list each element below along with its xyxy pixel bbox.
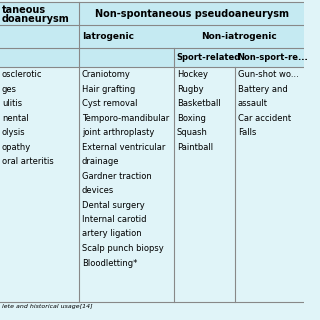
Text: osclerotic: osclerotic (2, 70, 43, 79)
Text: devices: devices (82, 186, 114, 195)
Text: Squash: Squash (177, 128, 208, 137)
Text: opathy: opathy (2, 142, 31, 151)
Text: External ventricular: External ventricular (82, 142, 165, 151)
Bar (0, 48, 304, 67)
Text: Sport-related: Sport-related (176, 53, 240, 62)
Text: Non-spontaneous pseudoaneurysm: Non-spontaneous pseudoaneurysm (95, 9, 289, 19)
Text: Scalp punch biopsy: Scalp punch biopsy (82, 244, 164, 253)
Text: Rugby: Rugby (177, 84, 204, 93)
Text: Non-sport-re...: Non-sport-re... (237, 53, 308, 62)
Text: Iatrogenic: Iatrogenic (82, 32, 134, 41)
Text: ulitis: ulitis (2, 99, 22, 108)
Text: Non-iatrogenic: Non-iatrogenic (201, 32, 277, 41)
Text: Paintball: Paintball (177, 142, 213, 151)
Text: joint arthroplasty: joint arthroplasty (82, 128, 154, 137)
Text: Dental surgery: Dental surgery (82, 201, 145, 210)
Text: assault: assault (238, 99, 268, 108)
Bar (0, 2, 304, 25)
Text: taneous: taneous (2, 4, 46, 14)
Text: Hockey: Hockey (177, 70, 208, 79)
Text: Hair grafting: Hair grafting (82, 84, 135, 93)
Text: Cyst removal: Cyst removal (82, 99, 137, 108)
Text: Internal carotid: Internal carotid (82, 215, 146, 224)
Text: artery ligation: artery ligation (82, 229, 141, 238)
Text: Car accident: Car accident (238, 114, 291, 123)
Text: Gardner traction: Gardner traction (82, 172, 152, 180)
Text: Basketball: Basketball (177, 99, 220, 108)
Text: Battery and: Battery and (238, 84, 287, 93)
Text: oral arteritis: oral arteritis (2, 157, 54, 166)
Text: lete and historical usage[14]: lete and historical usage[14] (2, 304, 92, 309)
Text: olysis: olysis (2, 128, 26, 137)
Bar (0, 25, 304, 48)
Text: Bloodletting*: Bloodletting* (82, 259, 137, 268)
Text: drainage: drainage (82, 157, 119, 166)
Text: ges: ges (2, 84, 17, 93)
Text: Craniotomy: Craniotomy (82, 70, 131, 79)
Text: nental: nental (2, 114, 29, 123)
Text: Gun-shot wo...: Gun-shot wo... (238, 70, 299, 79)
Text: Temporo-mandibular: Temporo-mandibular (82, 114, 169, 123)
Text: doaneurysm: doaneurysm (2, 13, 70, 23)
Text: Boxing: Boxing (177, 114, 206, 123)
Text: Falls: Falls (238, 128, 256, 137)
